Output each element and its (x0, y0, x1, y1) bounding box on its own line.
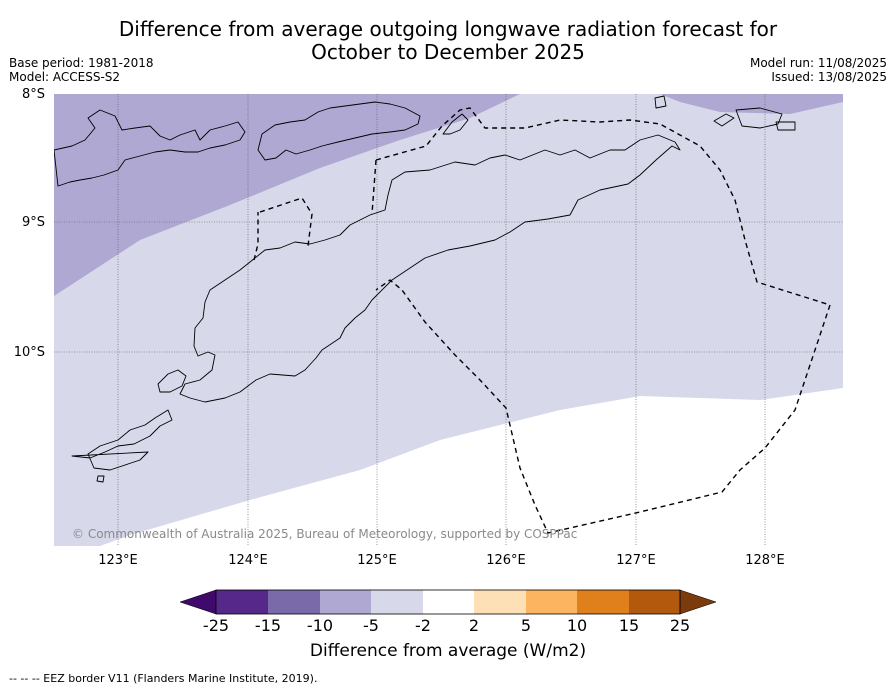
colorbar-tick-label: 15 (618, 616, 640, 635)
title-line-2: October to December 2025 (311, 40, 585, 64)
colorbar-low-extend (179, 589, 217, 615)
colorbar-box-5 (423, 590, 474, 614)
colorbar-box-6 (474, 590, 526, 614)
coastlines (54, 95, 796, 483)
shade-minus-5-to-minus-2 (54, 94, 843, 546)
colorbar-outline (215, 589, 681, 615)
small-island-4 (735, 107, 783, 129)
colorbar-tick-label: -5 (363, 616, 379, 635)
small-island-1 (442, 113, 469, 135)
colorbar-box-8 (577, 590, 629, 614)
colorbar-tick-label: -10 (306, 616, 334, 635)
base-period: Base period: 1981-2018 (9, 56, 154, 70)
lat-label-10s: 10°S (13, 345, 45, 360)
colorbar-tick-label: -15 (254, 616, 282, 635)
lon-label-126e: 126°E (486, 553, 526, 568)
shade-minus-10-to-minus-5-east (660, 94, 843, 114)
colorbar-title: Difference from average (W/m2) (309, 641, 587, 661)
colorbar-box-1 (216, 590, 268, 614)
colorbar-box-3 (320, 590, 371, 614)
colorbar-box-4 (371, 590, 423, 614)
timor-island-coastline (179, 134, 681, 403)
colorbar-box-9 (629, 590, 680, 614)
colorbar-high-extend (679, 589, 717, 615)
small-island-2 (654, 95, 667, 109)
lon-label-125e: 125°E (357, 553, 397, 568)
model-name: Model: ACCESS-S2 (9, 70, 121, 84)
map-area (54, 94, 843, 546)
lon-label-124e: 124°E (228, 553, 268, 568)
colorbar (179, 589, 717, 615)
alor-wetar-coastline (54, 109, 246, 187)
rote-sawu-coastline (157, 369, 187, 393)
eez-footnote: -- -- -- EEZ border V11 (Flanders Marine… (9, 672, 318, 685)
small-island-5 (775, 121, 796, 131)
shade-minus-10-to-minus-5 (54, 94, 520, 296)
run-info: Model run: 11/08/2025 Issued: 13/08/2025 (750, 56, 887, 84)
small-island-6 (96, 475, 105, 483)
lat-label-8s: 8°S (21, 87, 45, 102)
copyright-notice: © Commonwealth of Australia 2025, Bureau… (72, 527, 578, 541)
sumba-coastline (71, 409, 173, 471)
colorbar-tick-label: -2 (415, 616, 431, 635)
lon-label-128e: 128°E (745, 553, 785, 568)
colorbar-tick-label: -25 (202, 616, 230, 635)
model-run: Model run: 11/08/2025 (749, 56, 887, 70)
lon-label-123e: 123°E (98, 553, 138, 568)
colorbar-box-2 (268, 590, 320, 614)
model-info: Base period: 1981-2018 Model: ACCESS-S2 (9, 56, 154, 84)
colorbar-tick-label: 10 (566, 616, 588, 635)
map-title: Difference from average outgoing longwav… (0, 18, 896, 64)
title-line-1: Difference from average outgoing longwav… (118, 17, 778, 41)
lat-label-9s: 9°S (21, 215, 45, 230)
colorbar-tick-label: 5 (520, 616, 532, 635)
small-island-3 (713, 113, 735, 127)
lon-label-127e: 127°E (616, 553, 656, 568)
colorbar-tick-label: 2 (468, 616, 480, 635)
colorbar-tick-label: 25 (669, 616, 691, 635)
north-islands-coastline (257, 101, 421, 161)
colorbar-box-7 (526, 590, 577, 614)
issued-date: Issued: 13/08/2025 (771, 70, 887, 84)
